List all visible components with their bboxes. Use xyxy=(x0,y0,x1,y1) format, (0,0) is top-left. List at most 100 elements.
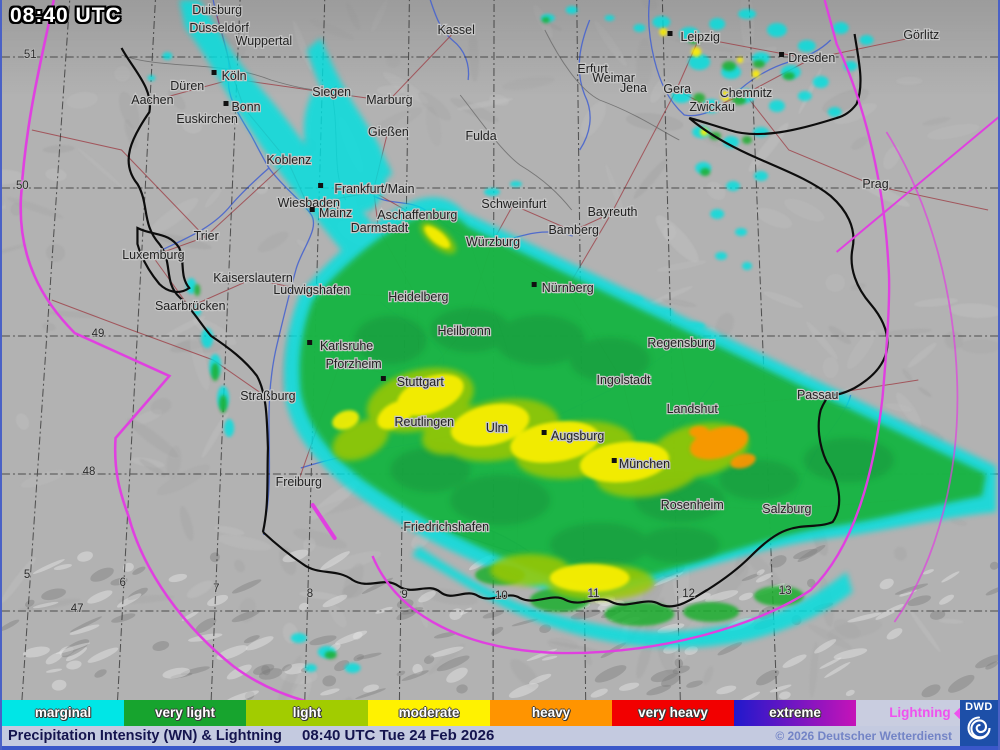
city-label: Pforzheim xyxy=(326,357,382,371)
city-label: Heidelberg xyxy=(388,290,448,304)
grid-label: 50 xyxy=(16,180,29,192)
city-label: Nürnberg xyxy=(542,281,594,295)
city-label: Karlsruhe xyxy=(320,339,373,353)
city-label: Düren xyxy=(170,79,204,93)
city-label: Dresden xyxy=(788,51,835,65)
city-label: Heilbronn xyxy=(438,324,491,338)
city-label: Augsburg xyxy=(551,429,604,443)
city-label: Salzburg xyxy=(762,502,811,516)
legend-segment-heavy: heavy xyxy=(490,700,612,726)
city-label: Reutlingen xyxy=(395,415,455,429)
city-label: Passau xyxy=(797,388,839,402)
radar-map: Duisburg Düsseldorf Wuppertal Köln Düren Aach… xyxy=(2,0,998,700)
city-marker xyxy=(307,340,313,345)
city-label: Prag xyxy=(862,177,888,191)
city-label: Euskirchen xyxy=(176,112,238,126)
radar-range-rings xyxy=(19,0,998,700)
grid-label: 49 xyxy=(92,328,105,340)
city-label: Duisburg xyxy=(192,3,242,17)
city-label: Gera xyxy=(663,82,691,96)
city-label: Siegen xyxy=(312,85,351,99)
grid-label: 47 xyxy=(71,603,84,615)
grid-label: 10 xyxy=(495,590,508,602)
city-label: Mainz xyxy=(319,206,352,220)
city-marker xyxy=(779,52,785,57)
city-marker xyxy=(211,70,217,75)
city-label: Regensburg xyxy=(647,336,715,350)
city-label: Fulda xyxy=(466,129,497,143)
legend-segment-moderate: moderate xyxy=(368,700,490,726)
city-label: Ludwigshafen xyxy=(273,283,350,297)
city-label: Kassel xyxy=(437,23,474,37)
city-label: Koblenz xyxy=(266,153,311,167)
dwd-logo-text: DWD xyxy=(965,701,993,713)
city-label: Darmstadt xyxy=(351,221,409,235)
precip-moderate xyxy=(332,28,760,592)
city-marker xyxy=(309,207,315,212)
city-label: Kaiserslautern xyxy=(213,271,293,285)
city-label: Straßburg xyxy=(240,389,295,403)
grid-label: 11 xyxy=(588,588,600,600)
city-label: Leipzig xyxy=(680,30,719,44)
city-marker xyxy=(531,282,537,287)
product-title: Precipitation Intensity (WN) & Lightning xyxy=(8,728,282,744)
status-bar: Precipitation Intensity (WN) & Lightning… xyxy=(2,726,998,746)
city-label: Aachen xyxy=(131,93,173,107)
legend-segment-extreme: extreme xyxy=(734,700,856,726)
north-shading xyxy=(2,0,998,95)
city-label: Ingolstadt xyxy=(597,373,651,387)
grid-label: 6 xyxy=(120,577,126,589)
city-marker xyxy=(223,101,229,106)
city-label: Düsseldorf xyxy=(189,21,249,35)
city-label: Gießen xyxy=(368,125,409,139)
city-label: Frankfurt/Main xyxy=(334,182,414,196)
city-label: Aschaffenburg xyxy=(377,208,457,222)
grid-label: 48 xyxy=(83,466,96,478)
city-label: Landshut xyxy=(667,402,719,416)
dwd-logo: DWD xyxy=(960,700,998,746)
city-label: Saarbrücken xyxy=(155,299,226,313)
city-label: München xyxy=(619,457,670,471)
city-label: Bonn xyxy=(231,100,260,114)
grid-label: 9 xyxy=(401,589,407,601)
city-marker xyxy=(611,458,617,463)
grid-label: 51 xyxy=(24,49,37,61)
lightning-strike-marks xyxy=(310,503,337,540)
legend-segment-very-light: very light xyxy=(124,700,246,726)
legend-segment-very-heavy: very heavy xyxy=(612,700,734,726)
city-label: Bayreuth xyxy=(588,205,638,219)
city-label: Görlitz xyxy=(903,28,939,42)
city-label: Luxemburg xyxy=(122,248,184,262)
city-label: Rosenheim xyxy=(661,498,724,512)
grid-label: 5 xyxy=(24,569,30,581)
grid-label: 8 xyxy=(307,588,313,600)
grid-label: 13 xyxy=(779,585,792,597)
city-label: Wuppertal xyxy=(236,34,292,48)
grid-label: 12 xyxy=(682,588,695,600)
city-label: Chemnitz xyxy=(720,86,773,100)
city-label: Friedrichshafen xyxy=(403,520,489,534)
city-label: Ulm xyxy=(486,421,508,435)
city-label: Bamberg xyxy=(548,223,599,237)
city-label: Stuttgart xyxy=(397,375,445,389)
city-marker xyxy=(318,183,324,188)
precip-very-light xyxy=(194,17,987,659)
city-label: Köln xyxy=(222,69,247,83)
city-label: Freiburg xyxy=(276,475,322,489)
city-label: Erfurt xyxy=(577,62,608,76)
legend-segment-light: light xyxy=(246,700,368,726)
city-marker xyxy=(667,31,673,36)
city-marker xyxy=(541,430,547,435)
city-label: Wiesbaden xyxy=(278,196,340,210)
grid-labels: 51 50 49 48 47 5 6 7 8 9 10 11 12 13 xyxy=(15,48,792,616)
map-timestamp: 08:40 UTC xyxy=(10,4,122,27)
copyright-text: © 2026 Deutscher Wetterdienst xyxy=(775,729,952,743)
intensity-legend: marginal very light light moderate heavy very… xyxy=(2,700,998,726)
city-label: Schweinfurt xyxy=(481,197,547,211)
legend-segment-marginal: marginal xyxy=(2,700,124,726)
city-label: Weimar xyxy=(592,71,635,85)
city-label: Trier xyxy=(194,229,219,243)
status-datetime: 08:40 UTC Tue 24 Feb 2026 xyxy=(302,727,495,744)
